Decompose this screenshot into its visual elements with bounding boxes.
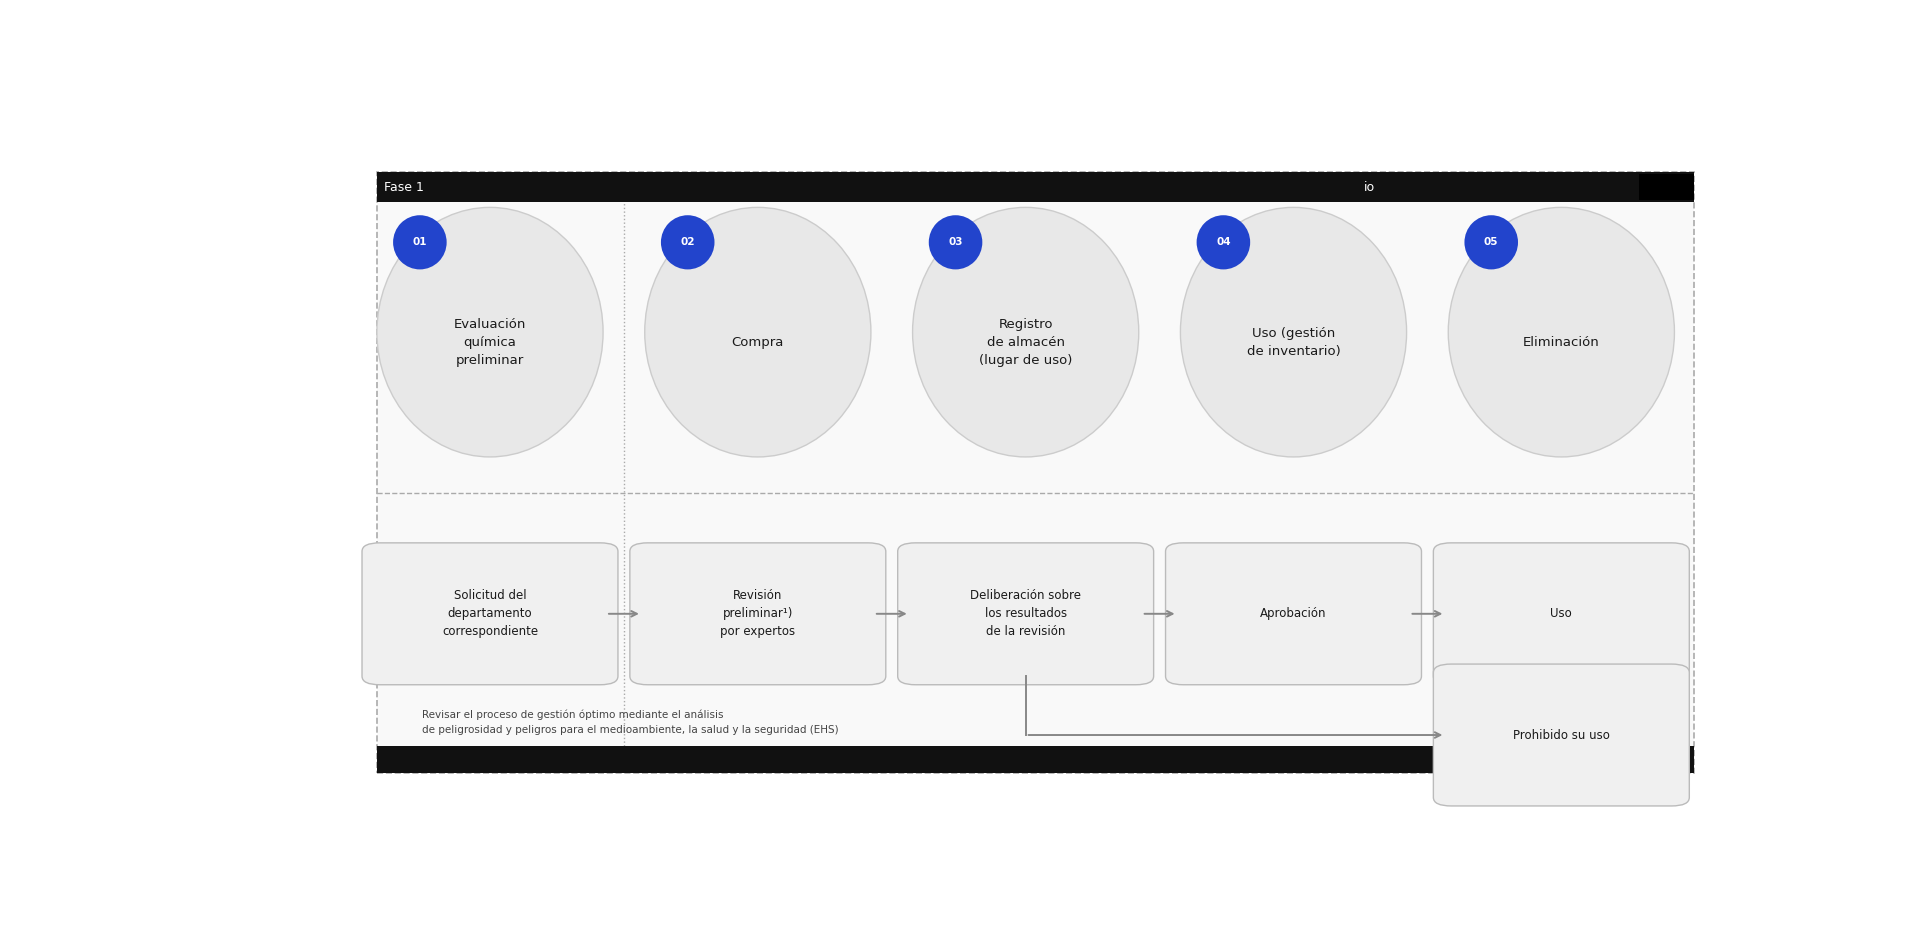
Bar	[376, 171, 1693, 203]
Ellipse shape	[660, 215, 714, 269]
FancyBboxPatch shape	[1434, 543, 1690, 684]
Text: Revisar el proceso de gestión óptimo mediante el análisis
de peligrosidad y peli: Revisar el proceso de gestión óptimo med…	[422, 709, 839, 735]
Text: 04: 04	[1215, 237, 1231, 247]
FancyBboxPatch shape	[1165, 543, 1421, 684]
Text: Compra: Compra	[732, 335, 783, 348]
Text: 05: 05	[1484, 237, 1498, 247]
FancyBboxPatch shape	[630, 543, 885, 684]
Text: Eliminación: Eliminación	[1523, 335, 1599, 348]
FancyBboxPatch shape	[899, 543, 1154, 684]
Ellipse shape	[912, 207, 1139, 457]
Ellipse shape	[929, 215, 983, 269]
FancyBboxPatch shape	[1434, 664, 1690, 806]
Text: Aprobación: Aprobación	[1260, 607, 1327, 620]
Text: Revisión
preliminar¹)
por expertos: Revisión preliminar¹) por expertos	[720, 589, 795, 638]
Text: Uso: Uso	[1551, 607, 1572, 620]
Ellipse shape	[1448, 207, 1674, 457]
Text: Solicitud del
departamento
correspondiente: Solicitud del departamento correspondien…	[442, 589, 538, 638]
Text: Registro
de almacén
(lugar de uso): Registro de almacén (lugar de uso)	[979, 318, 1073, 367]
Bar	[1640, 174, 1693, 200]
Ellipse shape	[1181, 207, 1407, 457]
Text: Fase 1: Fase 1	[384, 181, 424, 194]
Bar	[376, 745, 1693, 773]
Text: io: io	[1363, 181, 1375, 194]
Text: 01: 01	[413, 237, 426, 247]
FancyBboxPatch shape	[376, 171, 1693, 773]
Text: Evaluación
química
preliminar: Evaluación química preliminar	[453, 318, 526, 367]
Text: Deliberación sobre
los resultados
de la revisión: Deliberación sobre los resultados de la …	[970, 589, 1081, 638]
Ellipse shape	[645, 207, 872, 457]
Ellipse shape	[394, 215, 447, 269]
Text: Uso (gestión
de inventario): Uso (gestión de inventario)	[1246, 327, 1340, 357]
Text: Prohibido su uso: Prohibido su uso	[1513, 729, 1609, 742]
Ellipse shape	[1465, 215, 1519, 269]
Text: 03: 03	[948, 237, 962, 247]
Text: 02: 02	[680, 237, 695, 247]
Ellipse shape	[376, 207, 603, 457]
FancyBboxPatch shape	[363, 543, 618, 684]
Ellipse shape	[1196, 215, 1250, 269]
